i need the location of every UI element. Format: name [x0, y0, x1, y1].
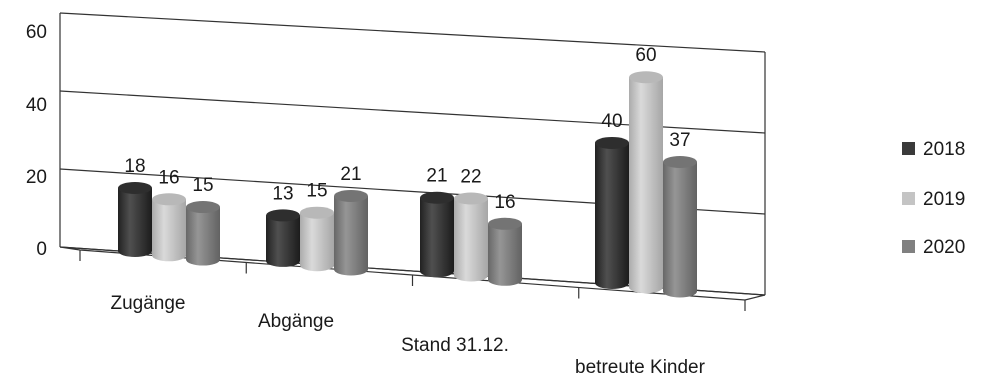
- bar-body: [266, 215, 300, 267]
- bar-body: [454, 198, 488, 282]
- bar-top: [629, 71, 663, 84]
- bar-body: [595, 142, 629, 289]
- bar-body: [186, 207, 220, 266]
- value-label-betreute-kinder-2018: 40: [601, 111, 622, 132]
- value-label-betreute-kinder-2020: 37: [669, 130, 690, 151]
- y-axis-ticks: 0 20 40 60: [26, 22, 47, 260]
- legend: 2018 2019 2020: [902, 139, 965, 258]
- bar-body: [334, 195, 368, 276]
- bar-zugänge-2019: [152, 193, 186, 262]
- bar-body: [488, 223, 522, 286]
- legend-label: 2018: [923, 139, 965, 160]
- legend-item-2019: 2019: [902, 189, 965, 210]
- value-label-abgänge-2018: 13: [272, 183, 293, 204]
- bar-abgänge-2019: [300, 206, 334, 272]
- bar-body: [663, 162, 697, 298]
- value-label-zugänge-2018: 18: [124, 156, 145, 177]
- bar-betreute-kinder-2018: [595, 136, 629, 289]
- y-tick-60: 60: [26, 22, 47, 43]
- legend-item-2020: 2020: [902, 237, 965, 258]
- bar-top: [300, 206, 334, 219]
- bar-body: [420, 197, 454, 278]
- value-label-zugänge-2019: 16: [158, 167, 179, 188]
- bar-zugänge-2020: [186, 201, 220, 266]
- value-labels: 18 16 15 13 15 21 21 22 16 40 60 37: [124, 45, 690, 213]
- bar-betreute-kinder-2020: [663, 156, 697, 298]
- bar-body: [629, 77, 663, 294]
- bar-top: [334, 189, 368, 202]
- legend-label: 2019: [923, 189, 965, 210]
- value-label-stand-31-12-2019: 22: [460, 167, 481, 188]
- legend-swatch: [902, 142, 915, 155]
- legend-item-2018: 2018: [902, 139, 965, 160]
- category-labels: Zugänge Abgänge Stand 31.12. betreute Kinde…: [110, 293, 705, 378]
- floor: [59, 246, 766, 311]
- bar-abgänge-2018: [266, 209, 300, 267]
- value-label-zugänge-2020: 15: [192, 175, 213, 196]
- y-tick-20: 20: [26, 167, 47, 188]
- bar-top: [454, 192, 488, 205]
- bar-top: [118, 182, 152, 194]
- category-label-betreute-kinder: betreute Kinder: [575, 357, 706, 378]
- y-tick-40: 40: [26, 95, 47, 116]
- bar-stand-31-12-2018: [420, 191, 454, 278]
- bar-top: [266, 209, 300, 222]
- bar-top: [663, 156, 697, 169]
- bar-zugänge-2018: [118, 182, 152, 257]
- value-label-stand-31-12-2018: 21: [426, 166, 447, 187]
- bars: [118, 71, 697, 298]
- bar-stand-31-12-2020: [488, 217, 522, 286]
- bar-betreute-kinder-2019: [629, 71, 663, 294]
- bar-top: [420, 191, 454, 204]
- bar-top: [488, 217, 522, 230]
- y-tick-0: 0: [36, 239, 47, 260]
- legend-swatch: [902, 192, 915, 205]
- bar-top: [595, 136, 629, 149]
- value-label-stand-31-12-2020: 16: [494, 192, 515, 213]
- bar-body: [152, 199, 186, 262]
- legend-swatch: [902, 240, 915, 253]
- bar-body: [118, 188, 152, 257]
- bar-top: [152, 193, 186, 206]
- value-label-abgänge-2019: 15: [306, 181, 327, 202]
- value-label-betreute-kinder-2019: 60: [635, 45, 656, 66]
- legend-label: 2020: [923, 237, 965, 258]
- bar-top: [186, 201, 220, 214]
- category-label-stand-31-12: Stand 31.12.: [401, 335, 509, 356]
- value-label-abgänge-2020: 21: [340, 164, 361, 185]
- bar-abgänge-2020: [334, 189, 368, 276]
- category-label-zugänge: Zugänge: [110, 293, 185, 314]
- bar-body: [300, 212, 334, 272]
- gridline-60: [59, 12, 766, 53]
- category-label-abgänge: Abgänge: [258, 311, 334, 332]
- bar-stand-31-12-2019: [454, 192, 488, 282]
